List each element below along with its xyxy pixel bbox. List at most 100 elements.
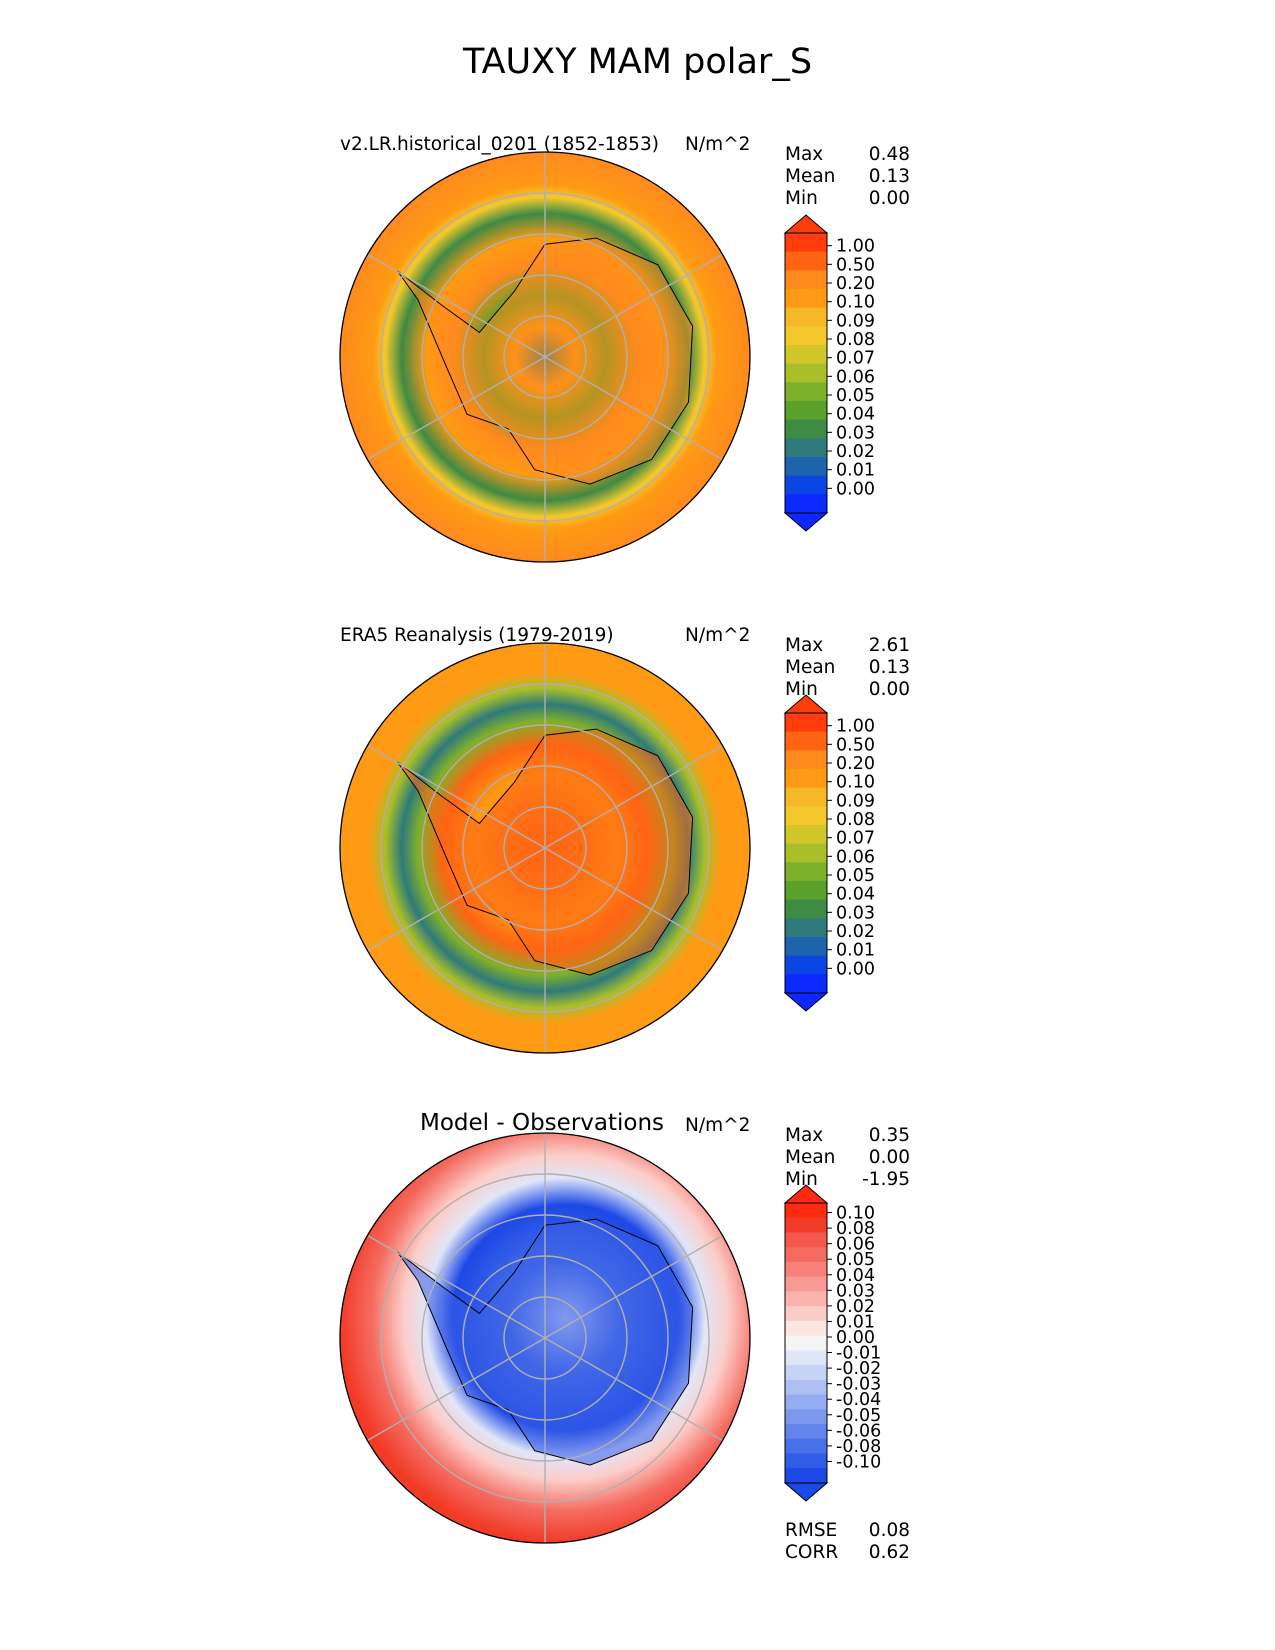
panel1-lon-gridline-300 bbox=[367, 253, 546, 358]
panel1-colorbar-tick-3: 0.20 bbox=[836, 274, 875, 294]
panel1-map-border bbox=[339, 151, 751, 563]
panel3-rmse-value: 0.08 bbox=[868, 1520, 910, 1541]
panel3-lon-gridline-300 bbox=[367, 1234, 546, 1339]
panel2-colorbar-segment-13 bbox=[785, 937, 827, 957]
panel3-colorbar-tick-9: 0.00 bbox=[836, 1328, 875, 1348]
panel3-map-border bbox=[339, 1132, 751, 1544]
panel3-colorbar-segment-10 bbox=[785, 1335, 827, 1351]
panel3-lon-gridline-120 bbox=[544, 1337, 723, 1442]
panel1-lon-gridline-120 bbox=[544, 356, 723, 461]
panel3-colorbar-tick-5: 0.04 bbox=[836, 1266, 875, 1286]
panel3-colorbar-segment-14 bbox=[785, 1394, 827, 1410]
panel1-mean-value: 0.13 bbox=[868, 166, 910, 187]
panel1-colorbar-tick-5: 0.09 bbox=[836, 311, 875, 331]
panel3-corr-label: CORR bbox=[785, 1542, 839, 1563]
panel1-colorbar-segment-14 bbox=[785, 475, 827, 495]
panel1-colorbar-tick-10: 0.04 bbox=[836, 405, 875, 425]
panel3-colorbar-segment-17 bbox=[785, 1438, 827, 1455]
panel1-colorbar-tick-11: 0.03 bbox=[836, 423, 875, 443]
panel3-rmse-label: RMSE bbox=[785, 1520, 838, 1541]
panel3-colorbar-tick-13: -0.04 bbox=[836, 1390, 881, 1410]
panel2-colorbar-tick-10: 0.04 bbox=[836, 885, 875, 905]
panel3-colorbar-segment-5 bbox=[785, 1261, 827, 1278]
panel3-colorbar-tick-16: -0.08 bbox=[836, 1437, 881, 1457]
panel3-min-value: -1.95 bbox=[862, 1169, 910, 1190]
panel3-colorbar-segment-11 bbox=[785, 1350, 827, 1366]
panel3-colorbar-segment-1 bbox=[785, 1203, 827, 1219]
panel1-colorbar-frame bbox=[784, 232, 828, 514]
panel3-colorbar-segment-18 bbox=[785, 1453, 827, 1469]
panel2-colorbar-tick-8: 0.06 bbox=[836, 847, 875, 867]
panel2-max-value: 2.61 bbox=[868, 635, 910, 656]
panel1-colorbar-segment-11 bbox=[785, 419, 827, 439]
panel1-colorbar-tick-9: 0.05 bbox=[836, 386, 875, 406]
figure-title: TAUXY MAM polar_S bbox=[462, 42, 813, 82]
panel3-title: Model - Observations bbox=[420, 1110, 665, 1136]
panel1-colorbar-segment-5 bbox=[785, 307, 827, 327]
panel3-colorbar-tick-1: 0.10 bbox=[836, 1204, 875, 1224]
panel1-lon-gridline-240 bbox=[367, 356, 546, 461]
panel2-title: ERA5 Reanalysis (1979-2019) bbox=[340, 625, 614, 646]
panel1-lon-gridline-60 bbox=[544, 253, 723, 358]
panel3-colorbar-segment-8 bbox=[785, 1306, 827, 1322]
panel2-mean-value: 0.13 bbox=[868, 657, 910, 678]
panel3-colorbar-segment-16 bbox=[785, 1424, 827, 1440]
panel2-colorbar-tick-1: 1.00 bbox=[836, 717, 875, 737]
panel2-colorbar-extend-min bbox=[783, 992, 829, 1012]
panel1-colorbar-segment-15 bbox=[785, 494, 827, 514]
panel3-colorbar-segment-12 bbox=[785, 1365, 827, 1381]
panel3-colorbar-tick-11: -0.02 bbox=[836, 1359, 881, 1379]
panel3-colorbar-segment-7 bbox=[785, 1291, 827, 1307]
panel1-colorbar-segment-6 bbox=[785, 326, 827, 346]
panel2-min-value: 0.00 bbox=[868, 679, 910, 700]
panel3-colorbar-segment-13 bbox=[785, 1379, 827, 1396]
panel1-colorbar-segment-12 bbox=[785, 438, 827, 458]
panel3-lon-gridline-60 bbox=[544, 1234, 723, 1339]
panel1-colorbar-tick-14: 0.00 bbox=[836, 479, 875, 499]
panel2-colorbar-segment-5 bbox=[785, 787, 827, 807]
panel2-colorbar-segment-7 bbox=[785, 825, 827, 845]
panel1-colorbar-segment-10 bbox=[785, 401, 827, 421]
panel3-units: N/m^2 bbox=[685, 1115, 751, 1136]
panel3-colorbar-segment-3 bbox=[785, 1232, 827, 1248]
panel2-colorbar-segment-12 bbox=[785, 918, 827, 938]
panel2-colorbar-segment-10 bbox=[785, 881, 827, 901]
panel2-colorbar-segment-4 bbox=[785, 769, 827, 789]
panel2-lon-gridline-300 bbox=[367, 744, 546, 849]
panel1-colorbar-tick-7: 0.07 bbox=[836, 349, 875, 369]
panel1-max-label: Max bbox=[785, 144, 824, 165]
panel3-colorbar-tick-12: -0.03 bbox=[836, 1375, 881, 1395]
panel2-colorbar-tick-6: 0.08 bbox=[836, 810, 875, 830]
panel3-colorbar-tick-15: -0.06 bbox=[836, 1421, 881, 1441]
panel2-colorbar-segment-11 bbox=[785, 899, 827, 919]
panel2-colorbar-tick-9: 0.05 bbox=[836, 866, 875, 886]
panel3-colorbar-tick-17: -0.10 bbox=[836, 1452, 881, 1472]
panel3-colorbar-tick-2: 0.08 bbox=[836, 1219, 875, 1239]
panel2-colorbar-tick-2: 0.50 bbox=[836, 735, 875, 755]
panel3-colorbar-segment-6 bbox=[785, 1276, 827, 1292]
panel3-colorbar-segment-4 bbox=[785, 1247, 827, 1263]
panel3-colorbar-tick-7: 0.02 bbox=[836, 1297, 875, 1317]
panel1-colorbar-segment-13 bbox=[785, 457, 827, 477]
panel2-colorbar-tick-3: 0.20 bbox=[836, 754, 875, 774]
panel2-colorbar-tick-12: 0.02 bbox=[836, 922, 875, 942]
panel1-colorbar-tick-12: 0.02 bbox=[836, 442, 875, 462]
panel3-colorbar-frame bbox=[784, 1202, 828, 1484]
panel2-mean-label: Mean bbox=[785, 657, 836, 678]
panel1-colorbar-extend-min bbox=[783, 512, 829, 532]
panel2-colorbar-segment-6 bbox=[785, 806, 827, 826]
panel2-max-label: Max bbox=[785, 635, 824, 656]
panel1-colorbar-segment-8 bbox=[785, 363, 827, 383]
panel1-min-value: 0.00 bbox=[868, 188, 910, 209]
panel3-colorbar-tick-4: 0.05 bbox=[836, 1250, 875, 1270]
panel1-colorbar-segment-4 bbox=[785, 289, 827, 309]
panel3-colorbar-tick-6: 0.03 bbox=[836, 1281, 875, 1301]
panel1-colorbar-segment-7 bbox=[785, 345, 827, 365]
panel2-colorbar-segment-2 bbox=[785, 731, 827, 751]
panel1-colorbar-tick-6: 0.08 bbox=[836, 330, 875, 350]
panel2-min-label: Min bbox=[785, 679, 818, 700]
panel1-colorbar-tick-4: 0.10 bbox=[836, 293, 875, 313]
panel1-colorbar-segment-9 bbox=[785, 382, 827, 402]
panel2-colorbar-frame bbox=[784, 712, 828, 994]
panel1-mean-label: Mean bbox=[785, 166, 836, 187]
